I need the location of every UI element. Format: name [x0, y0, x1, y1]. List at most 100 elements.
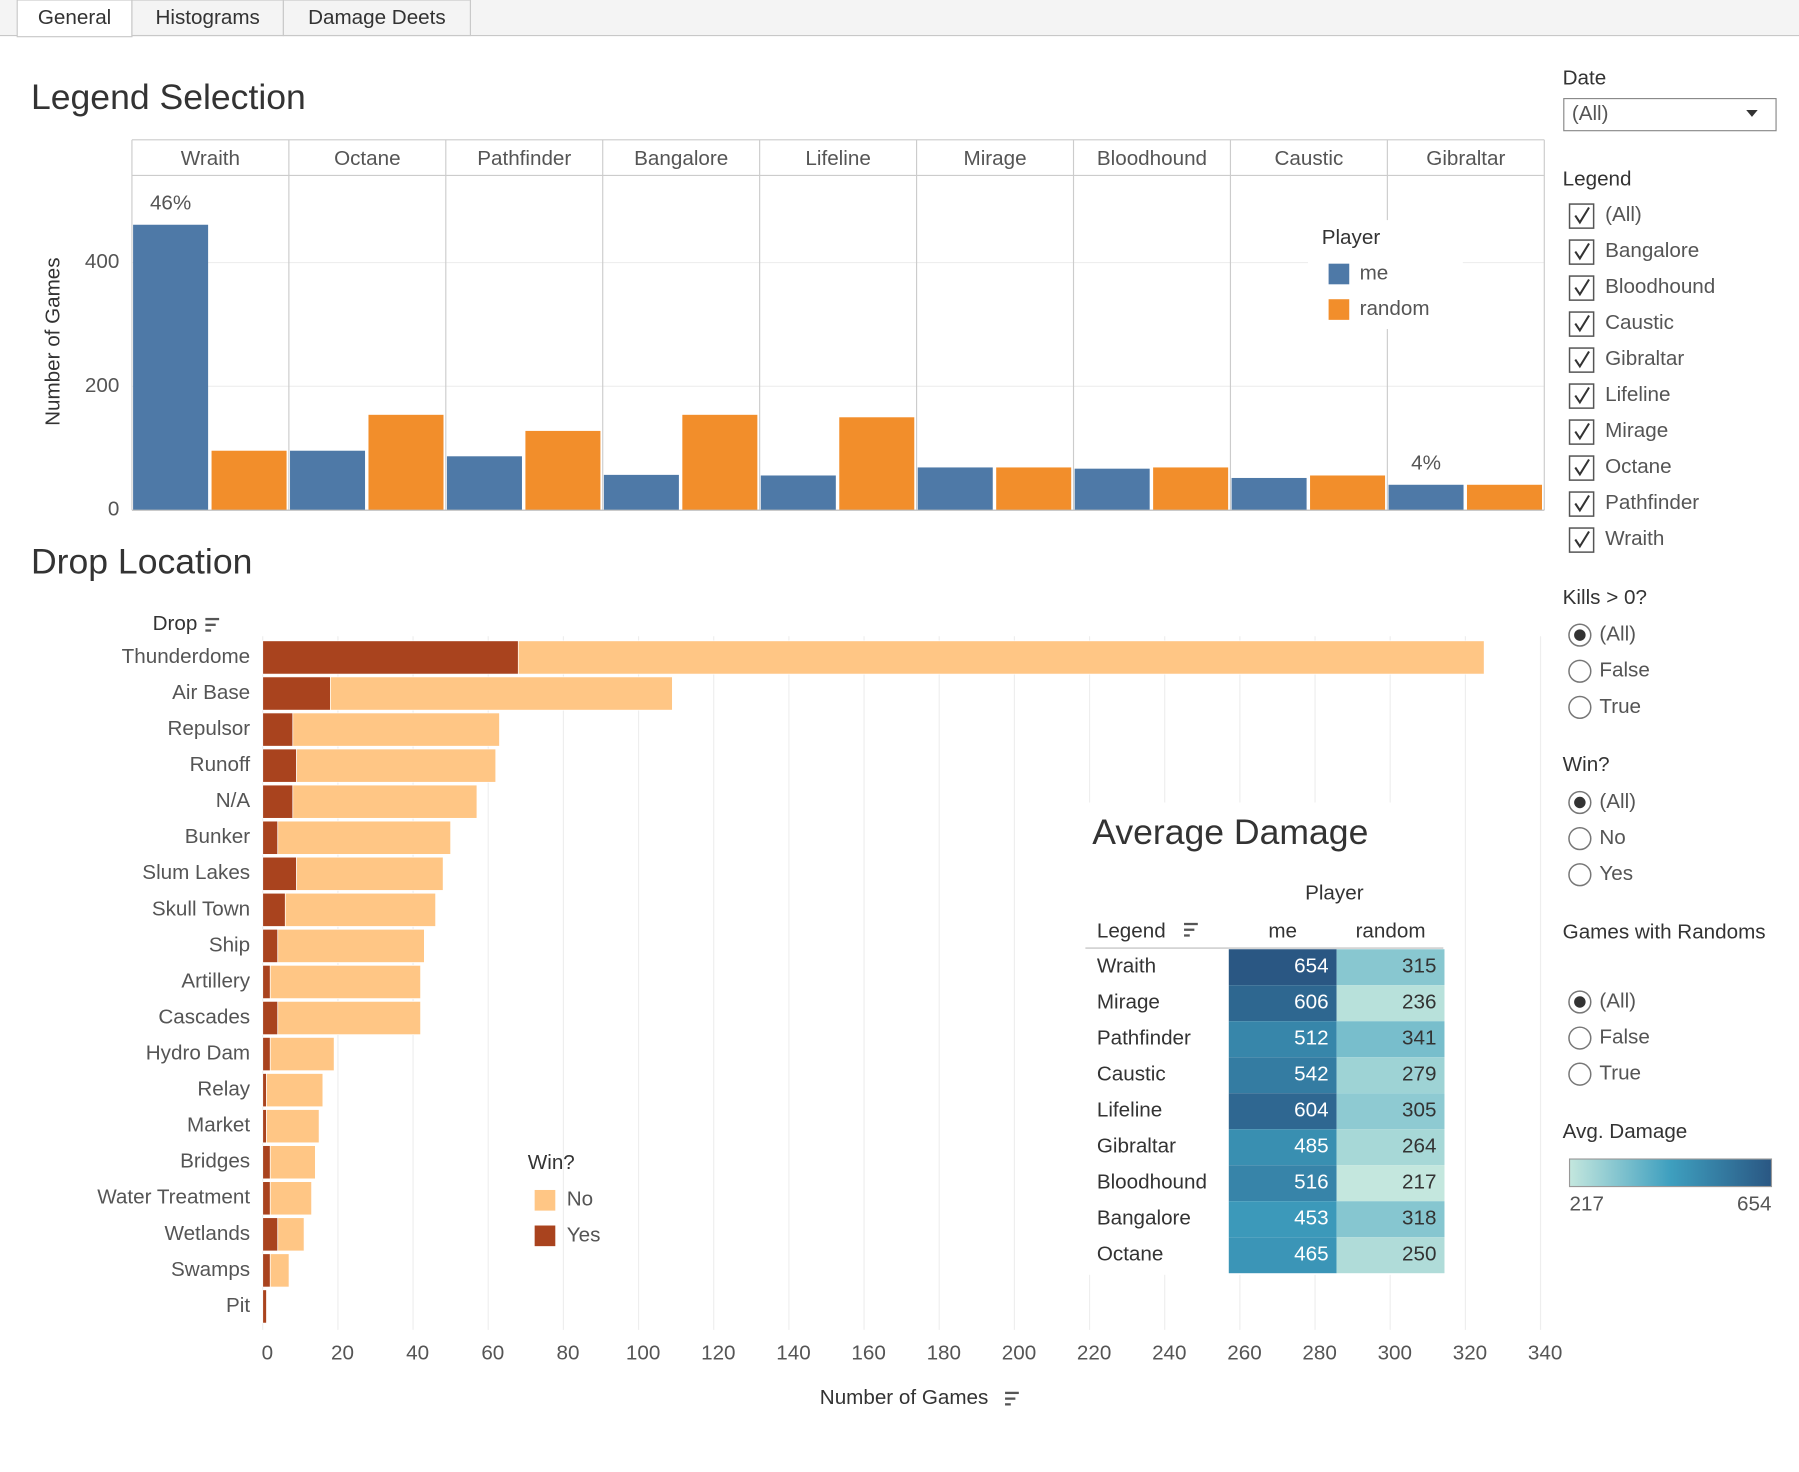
bar-segment [262, 640, 519, 675]
radio-dot[interactable] [1574, 629, 1586, 641]
radio-label[interactable]: No [1599, 826, 1625, 849]
checkmark[interactable] [1574, 386, 1590, 405]
row-label: Gibraltar [1097, 1135, 1176, 1158]
checkbox[interactable] [1568, 275, 1595, 301]
category-label: N/A [216, 789, 251, 812]
bar-segment [262, 784, 294, 819]
row-label: Caustic [1097, 1063, 1166, 1086]
checkmark[interactable] [1574, 314, 1590, 333]
bar-segment [277, 820, 451, 855]
checkbox-label[interactable]: Mirage [1605, 419, 1668, 442]
tab[interactable] [282, 0, 471, 37]
checkmark[interactable] [1574, 350, 1590, 369]
heat-cell [1228, 1237, 1337, 1274]
radio-label[interactable]: (All) [1599, 790, 1636, 813]
bar-segment [262, 1073, 267, 1108]
cell-value: 542 [1294, 1063, 1328, 1086]
category-label: Cascades [158, 1005, 250, 1028]
radio-label[interactable]: True [1599, 695, 1641, 718]
dropdown-arrow[interactable] [1746, 110, 1758, 117]
category-header: Caustic [1274, 147, 1343, 170]
legend-label: random [1360, 297, 1430, 320]
checkbox-label[interactable]: Caustic [1605, 311, 1674, 334]
category-header: Mirage [964, 147, 1027, 170]
checkbox[interactable] [1568, 239, 1595, 265]
checkbox[interactable] [1568, 383, 1595, 409]
heat-cell [1228, 1129, 1337, 1166]
radio-label[interactable]: False [1599, 659, 1649, 682]
checkbox-label[interactable]: Pathfinder [1605, 491, 1699, 514]
checkbox-label[interactable]: Bloodhound [1605, 275, 1715, 298]
radio-button[interactable] [1568, 1026, 1592, 1050]
checkbox[interactable] [1568, 527, 1595, 553]
checkbox-label[interactable]: Lifeline [1605, 383, 1670, 406]
bar-segment [262, 820, 279, 855]
radio-label[interactable]: Yes [1599, 862, 1633, 885]
heat-cell [1336, 985, 1445, 1022]
checkmark[interactable] [1574, 422, 1590, 441]
bar [1153, 467, 1229, 511]
column-header: random [1356, 919, 1426, 942]
category-label: Relay [197, 1078, 250, 1101]
bar-segment [269, 1253, 290, 1288]
radio-label[interactable]: (All) [1599, 623, 1636, 646]
checkmark[interactable] [1574, 458, 1590, 477]
radio-button[interactable] [1568, 1062, 1592, 1086]
bar-segment [262, 1001, 279, 1035]
bar-segment [262, 1217, 279, 1252]
checkmark[interactable] [1574, 206, 1590, 225]
tab[interactable] [131, 0, 284, 37]
dropdown-value[interactable]: (All) [1572, 102, 1609, 125]
x-tick-label: 100 [626, 1341, 660, 1364]
checkbox[interactable] [1568, 491, 1595, 517]
bar-segment [262, 676, 331, 711]
cell-value: 250 [1402, 1243, 1436, 1266]
bar-segment [266, 1109, 320, 1144]
cell-value: 315 [1402, 955, 1436, 978]
radio-dot[interactable] [1574, 996, 1586, 1008]
checkbox[interactable] [1568, 311, 1595, 337]
checkbox[interactable] [1568, 347, 1595, 373]
tab-label[interactable]: Damage Deets [308, 6, 446, 29]
legend-swatch [1328, 263, 1350, 285]
checkbox-label[interactable]: Wraith [1605, 527, 1664, 550]
tab-label[interactable]: Histograms [155, 6, 259, 29]
radio-label[interactable]: True [1599, 1062, 1641, 1085]
checkbox-label[interactable]: Gibraltar [1605, 347, 1684, 370]
bar [996, 467, 1072, 511]
checkmark[interactable] [1574, 242, 1590, 261]
radio-button[interactable] [1568, 826, 1592, 851]
filter-label: Win? [1563, 753, 1610, 776]
radio-label[interactable]: (All) [1599, 989, 1636, 1012]
checkbox[interactable] [1568, 419, 1595, 445]
radio-button[interactable] [1568, 659, 1592, 683]
cell-value: 654 [1294, 955, 1328, 978]
category-header: Pathfinder [477, 147, 571, 170]
checkbox[interactable] [1568, 455, 1595, 481]
tab[interactable] [16, 0, 133, 38]
legend-swatch [1328, 299, 1350, 320]
checkmark[interactable] [1574, 494, 1590, 513]
checkbox-label[interactable]: (All) [1605, 203, 1642, 226]
legend-title: Player [1322, 226, 1381, 249]
category-label: Runoff [190, 753, 251, 776]
bar [839, 417, 915, 511]
checkmark[interactable] [1574, 278, 1590, 297]
radio-button[interactable] [1568, 695, 1592, 719]
heat-cell [1228, 1057, 1337, 1094]
radio-button[interactable] [1568, 863, 1592, 887]
checkbox[interactable] [1568, 203, 1595, 229]
bar-segment [262, 712, 294, 747]
color-legend-min: 217 [1570, 1192, 1604, 1215]
bar-segment [330, 676, 673, 711]
category-label: Skull Town [152, 897, 250, 920]
dropdown[interactable] [1563, 98, 1777, 132]
radio-dot[interactable] [1574, 796, 1586, 809]
checkbox-label[interactable]: Octane [1605, 455, 1672, 478]
tab-label[interactable]: General [38, 6, 111, 29]
radio-label[interactable]: False [1599, 1026, 1649, 1049]
checkmark[interactable] [1574, 530, 1590, 549]
bar-segment [296, 856, 444, 891]
checkbox-label[interactable]: Bangalore [1605, 239, 1699, 262]
